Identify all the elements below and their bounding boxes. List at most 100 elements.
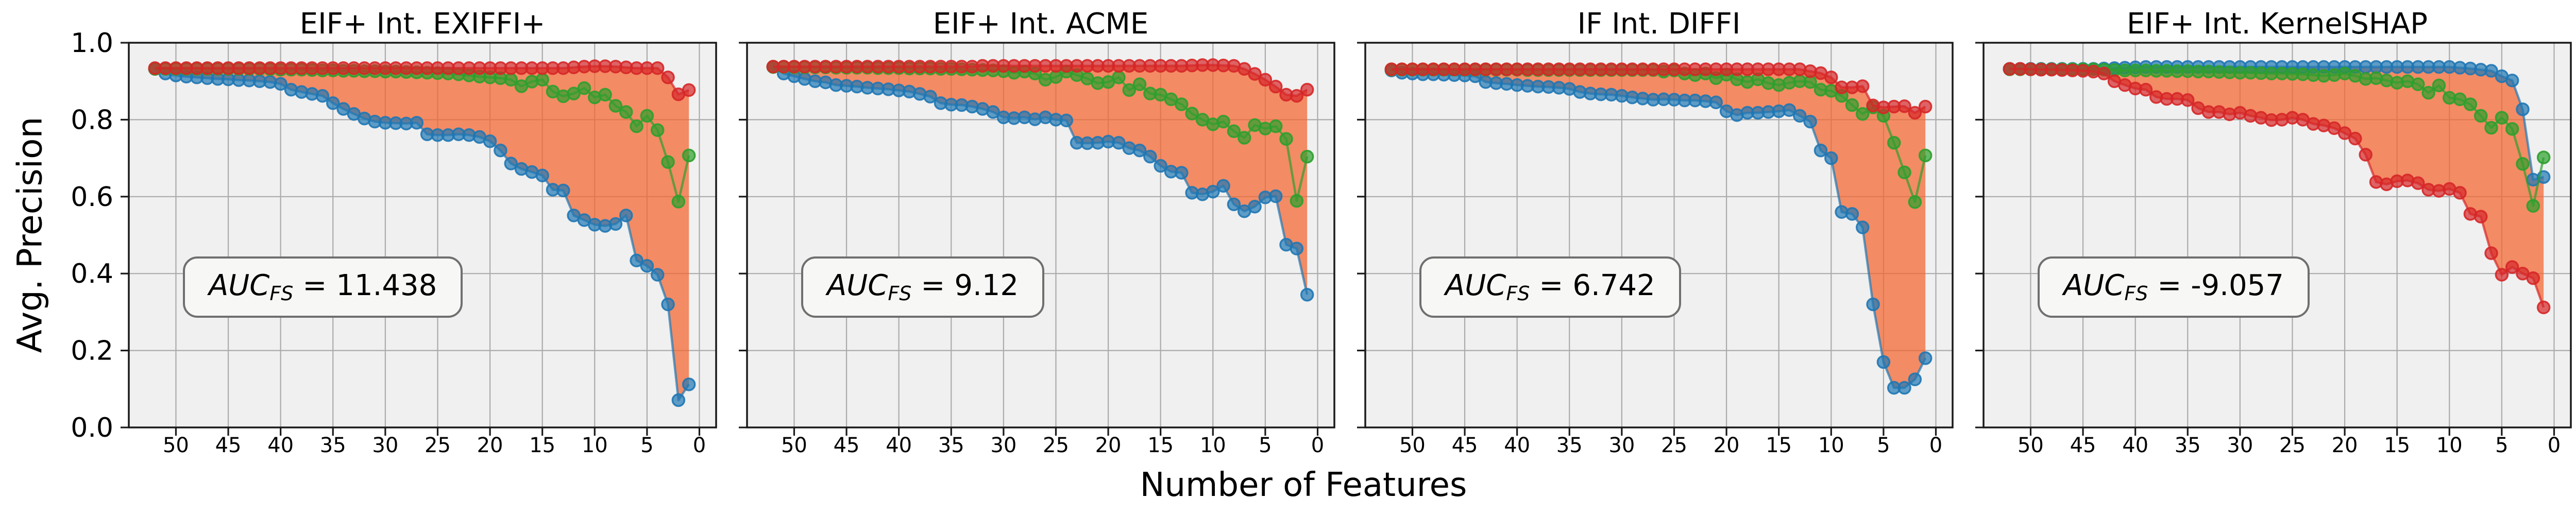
marker	[630, 119, 643, 133]
x-tick-label: 10	[1200, 434, 1226, 457]
auc-value: 9.12	[954, 269, 1019, 302]
x-tick-label: 10	[582, 434, 608, 457]
marker	[1143, 149, 1157, 164]
marker	[1248, 199, 1262, 214]
marker	[1290, 242, 1304, 255]
marker	[494, 143, 507, 158]
marker	[671, 393, 686, 407]
y-tick-label: 0.0	[71, 413, 113, 443]
x-tick-label: 5	[2495, 434, 2508, 457]
marker	[1824, 151, 1838, 165]
auc-subscript: FS	[888, 282, 912, 305]
x-tick-label: 35	[938, 434, 964, 457]
x-tick-label: 10	[2436, 434, 2463, 457]
marker	[1866, 297, 1880, 312]
marker	[1206, 184, 1220, 199]
marker	[1918, 99, 1933, 114]
x-axis-ticks: 50 45 40 35 30 25 20 15 10 5 0	[1399, 427, 1942, 457]
marker	[2484, 246, 2498, 260]
marker	[1290, 194, 1304, 208]
axes-spines	[1364, 42, 1954, 428]
marker	[630, 253, 643, 268]
auc-subscript: FS	[269, 282, 294, 305]
x-tick-label: 15	[1147, 434, 1174, 457]
marker	[640, 259, 654, 273]
marker	[2359, 148, 2372, 162]
marker	[1855, 107, 1870, 121]
auc-annotation: AUC FS = -9.057	[2038, 256, 2310, 318]
marker	[1290, 89, 1304, 103]
axes-spines	[746, 42, 1335, 428]
x-tick-label: 35	[1556, 434, 1583, 457]
y-tick-label: 1.0	[71, 28, 113, 59]
marker	[1897, 165, 1911, 179]
x-tick-label: 5	[1877, 434, 1890, 457]
auc-value: 11.438	[336, 269, 437, 302]
marker	[1855, 79, 1870, 93]
marker	[2505, 73, 2519, 88]
subplot-3: 50 45 40 35 30 25 20 15 10 5 0	[1357, 42, 1954, 457]
x-tick-label: 0	[1929, 434, 1942, 457]
marker	[671, 195, 686, 209]
subplot-2: 50 45 40 35 30 25 20 15 10 5 0	[739, 42, 1335, 457]
marker	[1122, 83, 1136, 97]
x-tick-label: 25	[425, 434, 451, 457]
x-tick-label: 35	[320, 434, 346, 457]
marker	[2432, 78, 2446, 93]
x-tick-label: 45	[2070, 434, 2096, 457]
marker	[2536, 150, 2551, 164]
min-max-band-fill	[155, 66, 689, 400]
marker	[504, 157, 518, 170]
axes-spines	[1982, 42, 2572, 428]
marker	[1258, 73, 1273, 87]
x-tick-label: 50	[163, 434, 189, 457]
marker	[2473, 109, 2488, 123]
x-tick-label: 50	[781, 434, 807, 457]
marker	[2516, 102, 2530, 116]
marker	[577, 81, 591, 95]
y-axis-ticks	[1975, 42, 1984, 428]
y-tick-label: 0.6	[71, 182, 113, 213]
y-axis-ticks	[739, 42, 747, 428]
x-tick-label: 20	[1714, 434, 1740, 457]
marker	[1897, 99, 1911, 113]
x-tick-label: 15	[1766, 434, 1792, 457]
marker	[619, 105, 633, 119]
marker	[1918, 148, 1933, 163]
y-axis-label: Avg. Precision	[10, 116, 50, 353]
x-tick-label: 25	[1661, 434, 1687, 457]
series-red	[1384, 62, 1933, 120]
marker	[1887, 135, 1901, 150]
x-tick-label: 50	[2018, 434, 2044, 457]
marker	[1112, 135, 1126, 150]
marker	[1112, 70, 1126, 84]
marker	[2505, 122, 2519, 136]
y-axis-ticks: 1.0 0.8 0.6 0.4 0.2 0.0	[71, 28, 129, 443]
marker	[1845, 98, 1859, 112]
x-tick-label: 10	[1818, 434, 1844, 457]
marker	[598, 88, 612, 102]
auc-annotation: AUC FS = 6.742	[1419, 256, 1681, 318]
marker	[1855, 220, 1870, 234]
marker	[1227, 124, 1241, 139]
x-tick-label: 50	[1399, 434, 1426, 457]
marker	[1908, 106, 1922, 120]
marker	[2495, 268, 2509, 282]
y-tick-label: 0.8	[71, 105, 113, 135]
marker	[1845, 207, 1859, 221]
marker	[682, 377, 696, 391]
x-tick-label: 5	[640, 434, 653, 457]
marker	[619, 209, 633, 222]
x-tick-label: 45	[215, 434, 242, 457]
marker	[1709, 95, 1723, 110]
marker	[2411, 77, 2425, 91]
marker	[608, 99, 623, 113]
y-tick-label: 0.4	[71, 259, 113, 289]
auc-equals: =	[1539, 269, 1564, 302]
x-tick-label: 20	[477, 434, 503, 457]
marker	[1782, 103, 1797, 117]
marker	[1132, 143, 1147, 158]
marker	[1227, 197, 1241, 211]
